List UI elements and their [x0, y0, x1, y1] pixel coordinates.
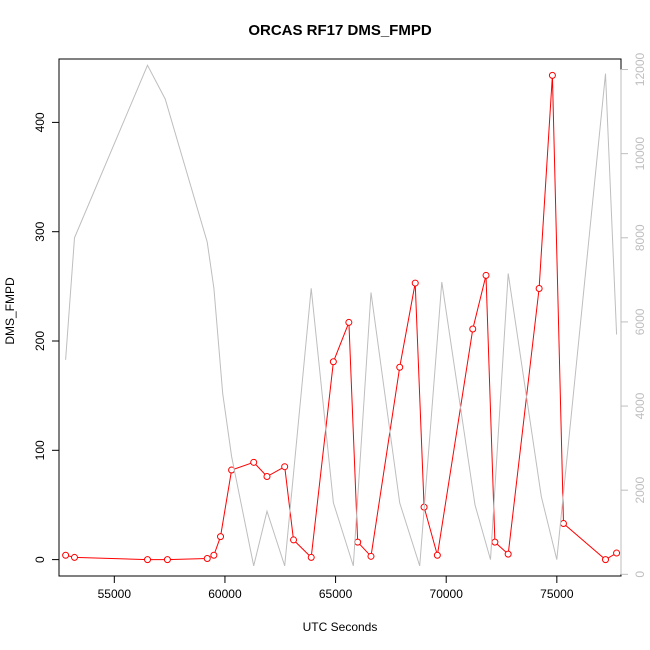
data-point: [367, 552, 375, 560]
y-tick-label: 400: [33, 112, 47, 132]
series-right-line: [65, 64, 618, 567]
y2-tick-label: 0: [633, 571, 647, 578]
data-point: [411, 279, 419, 287]
x-tick-label: 55000: [98, 587, 132, 601]
data-point: [433, 551, 441, 559]
data-point: [559, 520, 567, 528]
data-point: [217, 533, 225, 541]
data-point: [163, 556, 171, 564]
data-point: [281, 463, 289, 471]
x-tick-label: 75000: [540, 587, 574, 601]
x-axis: 55000 60000 65000 70000 75000: [98, 575, 574, 601]
data-point: [250, 458, 258, 466]
x-tick-label: 70000: [430, 587, 464, 601]
data-point: [491, 538, 499, 546]
y2-tick-label: 12000: [633, 53, 647, 87]
data-point: [290, 536, 298, 544]
x-tick-label: 60000: [208, 587, 242, 601]
y2-tick-label: 4000: [633, 392, 647, 419]
data-point: [504, 550, 512, 558]
data-point: [144, 556, 152, 564]
plot-frame: [58, 58, 622, 577]
data-point: [396, 363, 404, 371]
y-tick-label: 100: [33, 440, 47, 460]
data-point: [203, 555, 211, 563]
data-point: [210, 551, 218, 559]
data-point: [482, 271, 490, 279]
data-point: [345, 318, 353, 326]
y-tick-label: 0: [33, 556, 47, 563]
data-point: [354, 538, 362, 546]
chart-title: ORCAS RF17 DMS_FMPD: [248, 22, 432, 39]
x-axis-label: UTC Seconds: [303, 620, 378, 634]
data-point: [548, 71, 556, 79]
series-left-line: [65, 75, 617, 561]
data-point: [613, 549, 621, 557]
data-point: [70, 553, 78, 561]
x-tick-label: 65000: [319, 587, 353, 601]
y-tick-label: 200: [33, 331, 47, 351]
y-axis-label: DMS_FMPD: [3, 277, 17, 345]
y-axis-left: 0 100 200 300 400: [33, 112, 60, 563]
data-point: [329, 358, 337, 366]
plot-area: [62, 64, 621, 567]
data-point: [307, 553, 315, 561]
data-point: [469, 325, 477, 333]
data-point: [263, 473, 271, 481]
y-axis-right: 0 2000 4000 6000 8000 10000 12000: [620, 53, 647, 578]
data-point: [535, 285, 543, 293]
y2-tick-label: 6000: [633, 308, 647, 335]
y-tick-label: 300: [33, 221, 47, 241]
data-point: [62, 551, 70, 559]
y2-tick-label: 8000: [633, 224, 647, 251]
y2-tick-label: 2000: [633, 477, 647, 504]
y2-tick-label: 10000: [633, 137, 647, 171]
data-point: [602, 556, 610, 564]
